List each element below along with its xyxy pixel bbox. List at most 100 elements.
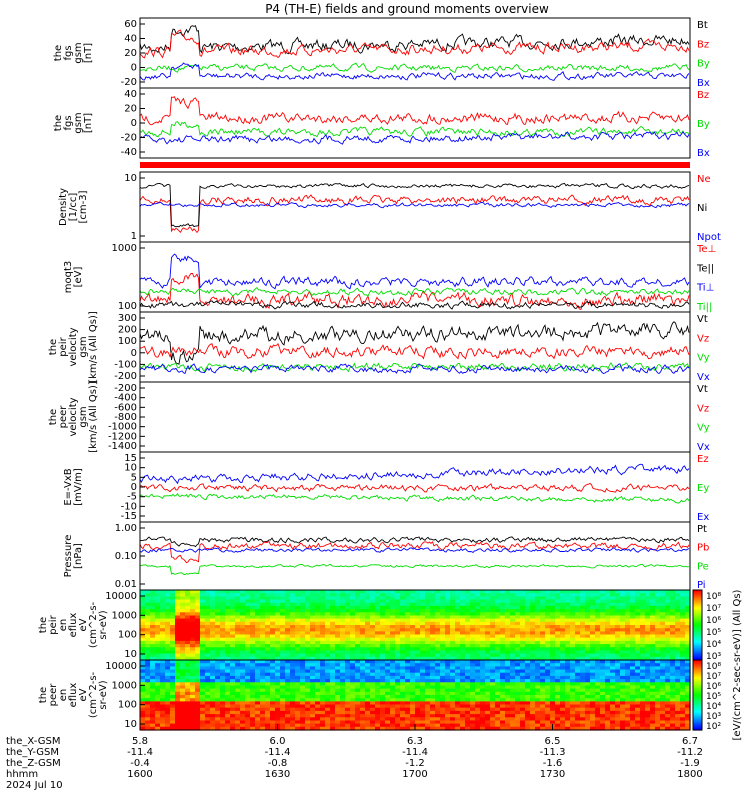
spectrogram-cell	[220, 656, 226, 661]
spectrogram-cell	[660, 612, 666, 617]
spectrogram-cell	[660, 628, 666, 632]
series-line-Ti||	[139, 286, 690, 297]
spectrogram-cell	[325, 593, 331, 597]
spectrogram-cell	[465, 666, 471, 671]
spectrogram-cell	[325, 675, 331, 680]
spectrogram-cell	[500, 650, 506, 655]
spectrogram-cell	[280, 707, 286, 712]
spectrogram-cell	[175, 679, 181, 683]
spectrogram-cell	[580, 717, 586, 722]
spectrogram-cell	[285, 688, 291, 693]
spectrogram-cell	[505, 710, 511, 715]
spectrogram-cell	[635, 634, 641, 639]
spectrogram-cell	[280, 682, 286, 687]
spectrogram-cell	[525, 720, 531, 725]
spectrogram-cell	[295, 682, 301, 687]
spectrogram-cell	[575, 640, 581, 645]
spectrogram-cell	[515, 717, 521, 722]
spectrogram-cell	[470, 637, 476, 642]
spectrogram-cell	[570, 688, 576, 693]
spectrogram-cell	[600, 612, 606, 617]
spectrogram-cell	[685, 720, 691, 725]
y-tick-label: 0	[131, 348, 137, 359]
spectrogram-cell	[375, 663, 381, 667]
spectrogram-cell	[475, 637, 481, 642]
spectrogram-cell	[190, 599, 196, 604]
spectrogram-cell	[645, 672, 651, 677]
spectrogram-cell	[330, 637, 336, 642]
spectrogram-cell	[385, 672, 391, 677]
spectrogram-cell	[525, 691, 531, 696]
spectrogram-cell	[370, 602, 376, 607]
spectrogram-cell	[185, 726, 191, 731]
spectrogram-cell	[365, 704, 371, 709]
spectrogram-cell	[540, 618, 546, 623]
spectrogram-cell	[590, 714, 596, 718]
spectrogram-cell	[385, 653, 391, 658]
spectrogram-cell	[300, 599, 306, 604]
spectrogram-cell	[460, 628, 466, 632]
spectrogram-cell	[395, 669, 401, 674]
spectrogram-cell	[215, 609, 221, 613]
spectrogram-cell	[660, 590, 666, 594]
spectrogram-cell	[525, 682, 531, 687]
spectrogram-cell	[285, 695, 291, 699]
spectrogram-cell	[680, 653, 686, 658]
spectrogram-cell	[150, 640, 156, 645]
spectrogram-cell	[405, 621, 411, 626]
spectrogram-cell	[140, 710, 146, 715]
spectrogram-cell	[630, 640, 636, 645]
y-tick-label: -200	[114, 371, 137, 382]
spectrogram-cell	[180, 593, 186, 597]
spectrogram-cell	[445, 625, 451, 629]
spectrogram-cell	[555, 714, 561, 718]
spectrogram-cell	[545, 593, 551, 597]
spectrogram-cell	[335, 612, 341, 617]
spectrogram-cell	[305, 707, 311, 712]
spectrogram-cell	[510, 602, 516, 607]
spectrogram-cell	[450, 647, 456, 652]
spectrogram-cell	[660, 644, 666, 648]
spectrogram-cell	[245, 628, 251, 632]
y-axis-label: en	[58, 619, 69, 632]
spectrogram-cell	[620, 612, 626, 617]
spectrogram-cell	[665, 647, 671, 652]
spectrogram-cell	[385, 720, 391, 725]
spectrogram-cell	[440, 704, 446, 709]
spectrogram-cell	[375, 704, 381, 709]
spectrogram-cell	[240, 602, 246, 607]
y-axis-label: fgs	[63, 45, 74, 60]
spectrogram-cell	[320, 637, 326, 642]
spectrogram-cell	[385, 650, 391, 655]
spectrogram-cell	[490, 666, 496, 671]
spectrogram-cell	[635, 688, 641, 693]
spectrogram-cell	[305, 717, 311, 722]
spectrogram-cell	[630, 596, 636, 601]
spectrogram-cell	[640, 717, 646, 722]
spectrogram-cell	[140, 625, 146, 629]
spectrogram-cell	[635, 723, 641, 728]
spectrogram-cell	[340, 691, 346, 696]
spectrogram-cell	[145, 590, 151, 594]
spectrogram-cell	[485, 691, 491, 696]
spectrogram-cell	[680, 640, 686, 645]
spectrogram-cell	[500, 675, 506, 680]
spectrogram-cell	[460, 679, 466, 683]
spectrogram-cell	[170, 675, 176, 680]
spectrogram-cell	[230, 647, 236, 652]
spectrogram-cell	[485, 621, 491, 626]
spectrogram-cell	[680, 675, 686, 680]
spectrogram-cell	[165, 631, 171, 636]
spectrogram-cell	[285, 602, 291, 607]
spectrogram-cell	[495, 615, 501, 620]
y-tick-label: 100	[118, 301, 137, 312]
spectrogram-cell	[460, 621, 466, 626]
spectrogram-cell	[560, 660, 566, 664]
spectrogram-cell	[295, 615, 301, 620]
spectrogram-cell	[390, 605, 396, 610]
spectrogram-cell	[460, 590, 466, 594]
spectrogram-cell	[235, 717, 241, 722]
spectrogram-cell	[565, 717, 571, 722]
spectrogram-cell	[230, 637, 236, 642]
spectrogram-cell	[170, 631, 176, 636]
